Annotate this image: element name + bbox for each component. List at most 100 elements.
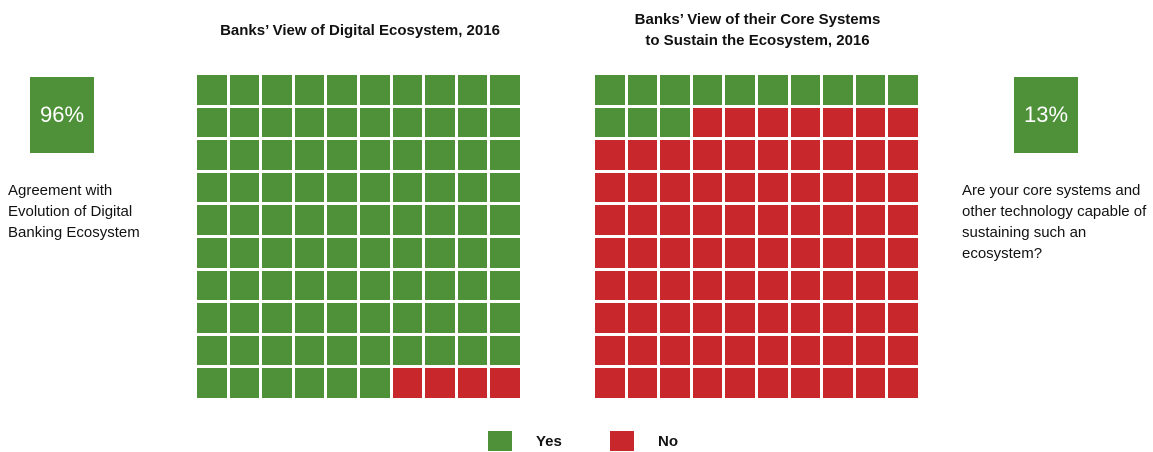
- left-waffle-cell-yes: [197, 205, 227, 235]
- legend-item-yes: Yes: [488, 431, 562, 451]
- right-waffle-cell-no: [692, 368, 723, 398]
- left-waffle-cell-yes: [360, 75, 390, 105]
- right-waffle-cell-no: [692, 303, 723, 333]
- right-waffle-cell-no: [855, 172, 886, 203]
- right-waffle-cell-no: [790, 107, 821, 138]
- left-waffle-cell-no: [457, 368, 488, 398]
- right-waffle-cell-no: [692, 270, 723, 301]
- left-waffle-cell-no: [490, 368, 520, 398]
- left-waffle-cell-yes: [360, 205, 390, 235]
- left-waffle-cell-yes: [229, 335, 260, 366]
- right-waffle-cell-no: [595, 140, 625, 170]
- left-waffle-cell-yes: [229, 205, 260, 235]
- left-waffle-cell-yes: [425, 75, 455, 105]
- right-waffle-cell-no: [725, 335, 755, 366]
- left-waffle-cell-yes: [262, 270, 292, 301]
- left-waffle-cell-yes: [294, 270, 325, 301]
- left-waffle-cell-yes: [392, 335, 423, 366]
- left-waffle-cell-yes: [392, 140, 423, 170]
- left-waffle-cell-yes: [229, 368, 260, 398]
- right-waffle-cell-yes: [660, 107, 690, 138]
- left-waffle-cell-yes: [425, 238, 455, 268]
- right-waffle-cell-no: [660, 303, 690, 333]
- right-waffle-cell-no: [790, 335, 821, 366]
- left-waffle-cell-yes: [360, 270, 390, 301]
- right-waffle-cell-no: [823, 205, 853, 235]
- left-waffle-cell-yes: [457, 205, 488, 235]
- right-waffle-cell-no: [692, 205, 723, 235]
- right-waffle-cell-no: [823, 368, 853, 398]
- left-waffle-cell-yes: [294, 303, 325, 333]
- left-waffle-cell-yes: [197, 238, 227, 268]
- left-waffle-cell-yes: [360, 238, 390, 268]
- right-waffle-cell-no: [725, 140, 755, 170]
- right-waffle-cell-no: [758, 172, 788, 203]
- left-waffle-cell-yes: [425, 107, 455, 138]
- left-waffle-cell-yes: [490, 75, 520, 105]
- left-description: Agreement with Evolution of Digital Bank…: [8, 182, 140, 241]
- right-waffle-cell-no: [660, 140, 690, 170]
- legend-label-no: No: [658, 432, 678, 450]
- right-chart-title: Banks’ View of their Core Systems to Sus…: [634, 11, 881, 49]
- right-waffle-cell-no: [692, 140, 723, 170]
- left-waffle-cell-yes: [425, 335, 455, 366]
- left-waffle-cell-yes: [392, 107, 423, 138]
- left-waffle-cell-yes: [327, 205, 357, 235]
- left-waffle-cell-yes: [392, 303, 423, 333]
- right-waffle-cell-no: [725, 205, 755, 235]
- right-waffle-cell-no: [595, 303, 625, 333]
- left-waffle-cell-yes: [262, 335, 292, 366]
- right-waffle-cell-no: [855, 107, 886, 138]
- left-waffle-cell-yes: [327, 238, 357, 268]
- right-waffle-cell-no: [595, 238, 625, 268]
- left-waffle-cell-yes: [294, 368, 325, 398]
- right-waffle-cell-no: [855, 140, 886, 170]
- right-waffle-cell-no: [790, 238, 821, 268]
- left-waffle-cell-yes: [327, 368, 357, 398]
- left-waffle-cell-yes: [229, 238, 260, 268]
- left-waffle-cell-no: [392, 368, 423, 398]
- right-waffle-grid: [595, 75, 921, 401]
- left-waffle-cell-yes: [229, 172, 260, 203]
- left-waffle-cell-yes: [327, 335, 357, 366]
- right-waffle-cell-no: [758, 368, 788, 398]
- left-waffle-cell-yes: [262, 107, 292, 138]
- left-waffle-cell-yes: [294, 335, 325, 366]
- right-waffle-cell-no: [888, 368, 918, 398]
- right-waffle-cell-no: [660, 172, 690, 203]
- left-waffle-cell-yes: [262, 238, 292, 268]
- left-waffle-cell-yes: [229, 140, 260, 170]
- right-waffle-cell-no: [595, 335, 625, 366]
- left-waffle-cell-yes: [392, 270, 423, 301]
- right-waffle-cell-no: [855, 303, 886, 333]
- left-waffle-cell-yes: [197, 172, 227, 203]
- right-description: Are your core systems and other technolo…: [962, 182, 1147, 262]
- left-waffle-cell-yes: [327, 303, 357, 333]
- right-waffle-cell-no: [758, 270, 788, 301]
- left-waffle-cell-yes: [490, 107, 520, 138]
- right-waffle-cell-no: [725, 303, 755, 333]
- legend-label-yes: Yes: [536, 432, 562, 450]
- left-waffle-cell-yes: [490, 303, 520, 333]
- right-waffle-cell-no: [790, 205, 821, 235]
- left-waffle-cell-yes: [360, 368, 390, 398]
- left-waffle-cell-yes: [197, 303, 227, 333]
- right-waffle-cell-no: [790, 303, 821, 333]
- right-waffle-cell-no: [888, 205, 918, 235]
- left-waffle-cell-yes: [197, 368, 227, 398]
- left-waffle-cell-yes: [229, 107, 260, 138]
- left-waffle-cell-yes: [294, 172, 325, 203]
- right-waffle-cell-no: [823, 172, 853, 203]
- left-waffle-cell-no: [425, 368, 455, 398]
- left-waffle-cell-yes: [360, 140, 390, 170]
- left-waffle-cell-yes: [425, 172, 455, 203]
- right-percent-badge: 13%: [1014, 77, 1078, 153]
- right-waffle-cell-no: [823, 303, 853, 333]
- left-waffle-cell-yes: [425, 205, 455, 235]
- right-waffle-cell-no: [595, 172, 625, 203]
- right-waffle-cell-no: [855, 335, 886, 366]
- right-waffle-cell-yes: [692, 75, 723, 105]
- right-waffle-cell-yes: [855, 75, 886, 105]
- left-waffle-cell-yes: [490, 335, 520, 366]
- right-waffle-cell-no: [692, 107, 723, 138]
